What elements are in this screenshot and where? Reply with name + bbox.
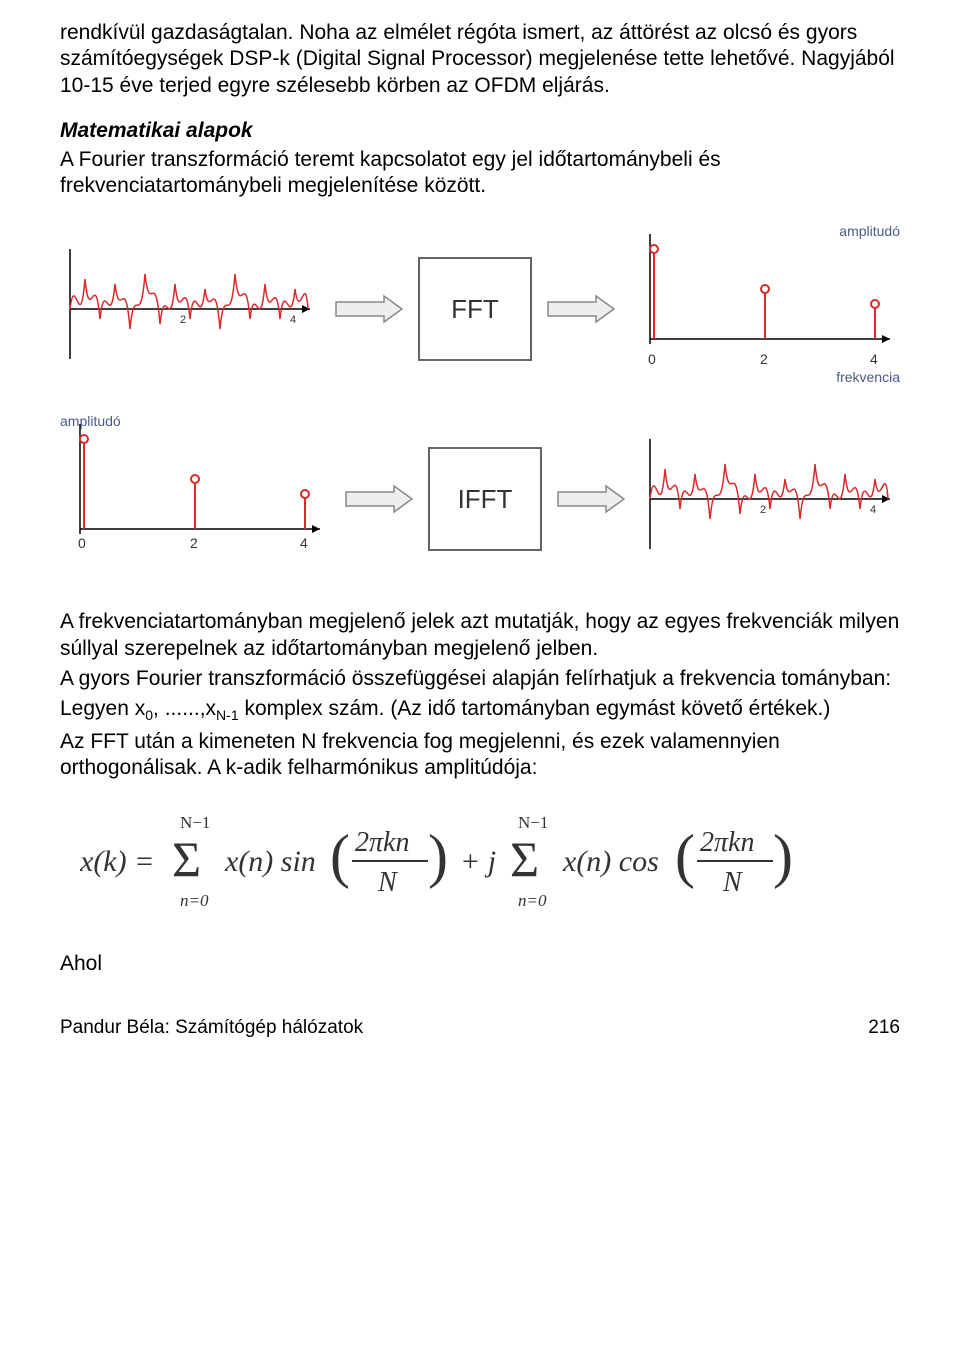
tick-4-a: 4 bbox=[870, 351, 878, 367]
time-domain-chart-2: 2 4 bbox=[640, 429, 900, 569]
ifft-block: IFFT bbox=[428, 447, 542, 551]
svg-text:2πkn: 2πkn bbox=[700, 827, 754, 858]
ifft-block-label: IFFT bbox=[458, 484, 513, 515]
ahol-label: Ahol bbox=[60, 951, 900, 977]
freq-domain-chart-1: amplitudó 0 2 4 frekvencia bbox=[630, 229, 900, 389]
paragraph-fourier: A Fourier transzformáció teremt kapcsola… bbox=[60, 147, 900, 200]
ifft-row: amplitudó 0 2 4 bbox=[60, 419, 900, 579]
svg-text:x(k) =: x(k) = bbox=[80, 845, 154, 878]
svg-text:2: 2 bbox=[180, 314, 186, 326]
formula-svg: x(k) = N−1 Σ n=0 x(n) sin ( 2πkn N ) + j… bbox=[80, 806, 840, 916]
svg-text:N−1: N−1 bbox=[518, 813, 548, 832]
fft-row: 2 4 FFT amplitudó bbox=[60, 229, 900, 389]
svg-text:n=0: n=0 bbox=[180, 891, 209, 910]
tick-4-b: 4 bbox=[300, 535, 308, 551]
page-content: rendkívül gazdaságtalan. Noha az elmélet… bbox=[0, 0, 960, 1059]
svg-text:x(n) cos: x(n) cos bbox=[562, 845, 659, 878]
time-signal-svg: 2 4 bbox=[60, 239, 320, 379]
footer-author: Pandur Béla: Számítógép hálózatok bbox=[60, 1017, 363, 1039]
paragraph-after-fft: Az FFT után a kimeneten N frekvencia fog… bbox=[60, 729, 900, 782]
svg-text:+ j: + j bbox=[460, 845, 496, 878]
paragraph-intro: rendkívül gazdaságtalan. Noha az elmélet… bbox=[60, 20, 900, 99]
arrow-right-2 bbox=[546, 294, 616, 324]
arrow-right-3 bbox=[344, 484, 414, 514]
freq-domain-chart-2: amplitudó 0 2 4 bbox=[60, 419, 330, 579]
freq-stem-svg-1 bbox=[630, 229, 900, 369]
svg-text:2πkn: 2πkn bbox=[355, 827, 409, 858]
svg-text:N: N bbox=[377, 867, 398, 898]
time-signal-svg-2: 2 4 bbox=[640, 429, 900, 569]
svg-text:(: ( bbox=[675, 823, 695, 889]
sub-0: 0 bbox=[145, 707, 153, 723]
amp-label-1: amplitudó bbox=[839, 223, 900, 239]
svg-text:): ) bbox=[773, 823, 793, 889]
svg-text:x(n) sin: x(n) sin bbox=[224, 845, 316, 878]
svg-text:n=0: n=0 bbox=[518, 891, 547, 910]
arrow-right-1 bbox=[334, 294, 404, 324]
svg-text:4: 4 bbox=[290, 314, 296, 326]
amp-label-2: amplitudó bbox=[60, 413, 121, 429]
fft-diagram: 2 4 FFT amplitudó bbox=[60, 229, 900, 579]
svg-text:N−1: N−1 bbox=[180, 813, 210, 832]
paragraph-freq-explain: A frekvenciatartományban megjelenő jelek… bbox=[60, 609, 900, 662]
svg-text:(: ( bbox=[330, 823, 350, 889]
paragraph-let-x: Legyen x0, ......,xN-1 komplex szám. (Az… bbox=[60, 696, 900, 725]
fft-block: FFT bbox=[418, 257, 532, 361]
let-x-mid: , ......,x bbox=[153, 697, 216, 720]
tick-2-b: 2 bbox=[190, 535, 198, 551]
section-heading: Matematikai alapok bbox=[60, 119, 900, 143]
svg-text:Σ: Σ bbox=[172, 831, 201, 887]
arrow-right-4 bbox=[556, 484, 626, 514]
let-x-post: komplex szám. (Az idő tartományban egymá… bbox=[239, 697, 831, 720]
svg-text:N: N bbox=[722, 867, 743, 898]
let-x-pre: Legyen x bbox=[60, 697, 145, 720]
time-domain-chart-1: 2 4 bbox=[60, 239, 320, 379]
paragraph-fft-relation: A gyors Fourier transzformáció összefügg… bbox=[60, 666, 900, 692]
freq-label-1: frekvencia bbox=[836, 369, 900, 385]
dft-formula: x(k) = N−1 Σ n=0 x(n) sin ( 2πkn N ) + j… bbox=[60, 806, 900, 921]
svg-text:Σ: Σ bbox=[510, 831, 539, 887]
svg-text:4: 4 bbox=[870, 504, 876, 516]
page-number: 216 bbox=[868, 1017, 900, 1039]
svg-text:2: 2 bbox=[760, 504, 766, 516]
tick-0-b: 0 bbox=[78, 535, 86, 551]
page-footer: Pandur Béla: Számítógép hálózatok 216 bbox=[60, 1017, 900, 1039]
tick-2-a: 2 bbox=[760, 351, 768, 367]
fft-block-label: FFT bbox=[451, 294, 499, 325]
tick-0-a: 0 bbox=[648, 351, 656, 367]
svg-text:): ) bbox=[428, 823, 448, 889]
sub-n1: N-1 bbox=[216, 707, 239, 723]
